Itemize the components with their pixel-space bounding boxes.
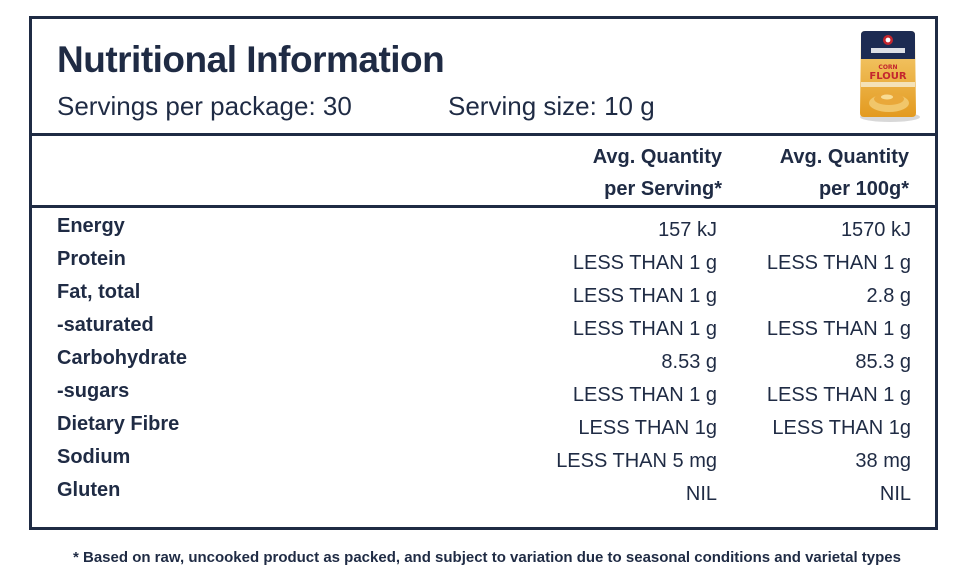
table-row: Carbohydrate 8.53 g 85.3 g — [32, 347, 935, 380]
table-row: Protein LESS THAN 1 g LESS THAN 1 g — [32, 248, 935, 281]
nutrient-name: Gluten — [57, 479, 121, 501]
nutrient-per-serving: LESS THAN 1 g — [572, 252, 717, 274]
nutrient-table: Energy 157 kJ 1570 kJ Protein LESS THAN … — [32, 215, 935, 512]
column-header-per-100g: Avg. Quantity per 100g* — [780, 141, 909, 205]
nutrient-name: -sugars — [57, 380, 130, 402]
nutrient-name: Fat, total — [57, 281, 141, 303]
nutrient-per-serving: 8.53 g — [661, 351, 717, 373]
nutrient-per-serving: LESS THAN 1 g — [572, 318, 717, 340]
nutrient-per-100g: 85.3 g — [855, 351, 911, 373]
table-row: -saturated LESS THAN 1 g LESS THAN 1 g — [32, 314, 935, 347]
nutrient-name: Carbohydrate — [57, 347, 188, 369]
corn-flour-package-icon: CORN FLOUR — [860, 31, 920, 122]
nutrient-per-serving: LESS THAN 1 g — [572, 285, 717, 307]
column-header-per-serving-line1: Avg. Quantity — [592, 146, 722, 168]
table-row: Gluten NIL NIL — [32, 479, 935, 512]
nutrient-name: -saturated — [57, 314, 154, 336]
nutrient-per-serving: LESS THAN 5 mg — [556, 450, 717, 472]
nutrient-name: Sodium — [57, 446, 131, 468]
nutrient-name: Dietary Fibre — [57, 413, 180, 435]
nutrient-per-100g: 1570 kJ — [840, 219, 911, 241]
nutrient-per-serving: LESS THAN 1g — [578, 417, 717, 439]
serving-size: Serving size: 10 g — [448, 91, 655, 121]
header-divider — [32, 133, 935, 136]
table-row: Sodium LESS THAN 5 mg 38 mg — [32, 446, 935, 479]
nutrient-per-100g: NIL — [879, 483, 911, 505]
nutrient-per-100g: LESS THAN 1 g — [766, 384, 911, 406]
nutrient-per-100g: 2.8 g — [866, 285, 911, 307]
panel-title: Nutritional Information — [57, 39, 445, 80]
servings-per-package: Servings per package: 30 — [57, 91, 352, 121]
nutrient-per-100g: 38 mg — [855, 450, 911, 472]
package-label-corn: CORN — [878, 64, 897, 71]
table-row: Fat, total LESS THAN 1 g 2.8 g — [32, 281, 935, 314]
column-header-per-100g-line1: Avg. Quantity — [779, 146, 909, 168]
table-row: Dietary Fibre LESS THAN 1g LESS THAN 1g — [32, 413, 935, 446]
package-label-flour: FLOUR — [869, 71, 906, 82]
panel-header: Nutritional Information Servings per pac… — [32, 19, 935, 136]
nutrition-panel: Nutritional Information Servings per pac… — [29, 16, 938, 530]
footnote: * Based on raw, uncooked product as pack… — [73, 549, 901, 566]
nutrient-name: Protein — [57, 248, 126, 270]
column-header-per-100g-line2: per 100g* — [818, 178, 909, 200]
column-header-divider — [32, 205, 935, 208]
nutrient-per-serving: 157 kJ — [658, 219, 717, 241]
nutrient-per-100g: LESS THAN 1 g — [766, 318, 911, 340]
nutrient-name: Energy — [57, 215, 125, 237]
table-row: Energy 157 kJ 1570 kJ — [32, 215, 935, 248]
column-header-per-serving: Avg. Quantity per Serving* — [593, 141, 722, 205]
column-header-per-serving-line2: per Serving* — [604, 178, 722, 200]
nutrient-per-100g: LESS THAN 1 g — [766, 252, 911, 274]
table-row: -sugars LESS THAN 1 g LESS THAN 1 g — [32, 380, 935, 413]
nutrient-per-serving: LESS THAN 1 g — [572, 384, 717, 406]
nutrient-per-serving: NIL — [685, 483, 717, 505]
nutrient-per-100g: LESS THAN 1g — [772, 417, 911, 439]
